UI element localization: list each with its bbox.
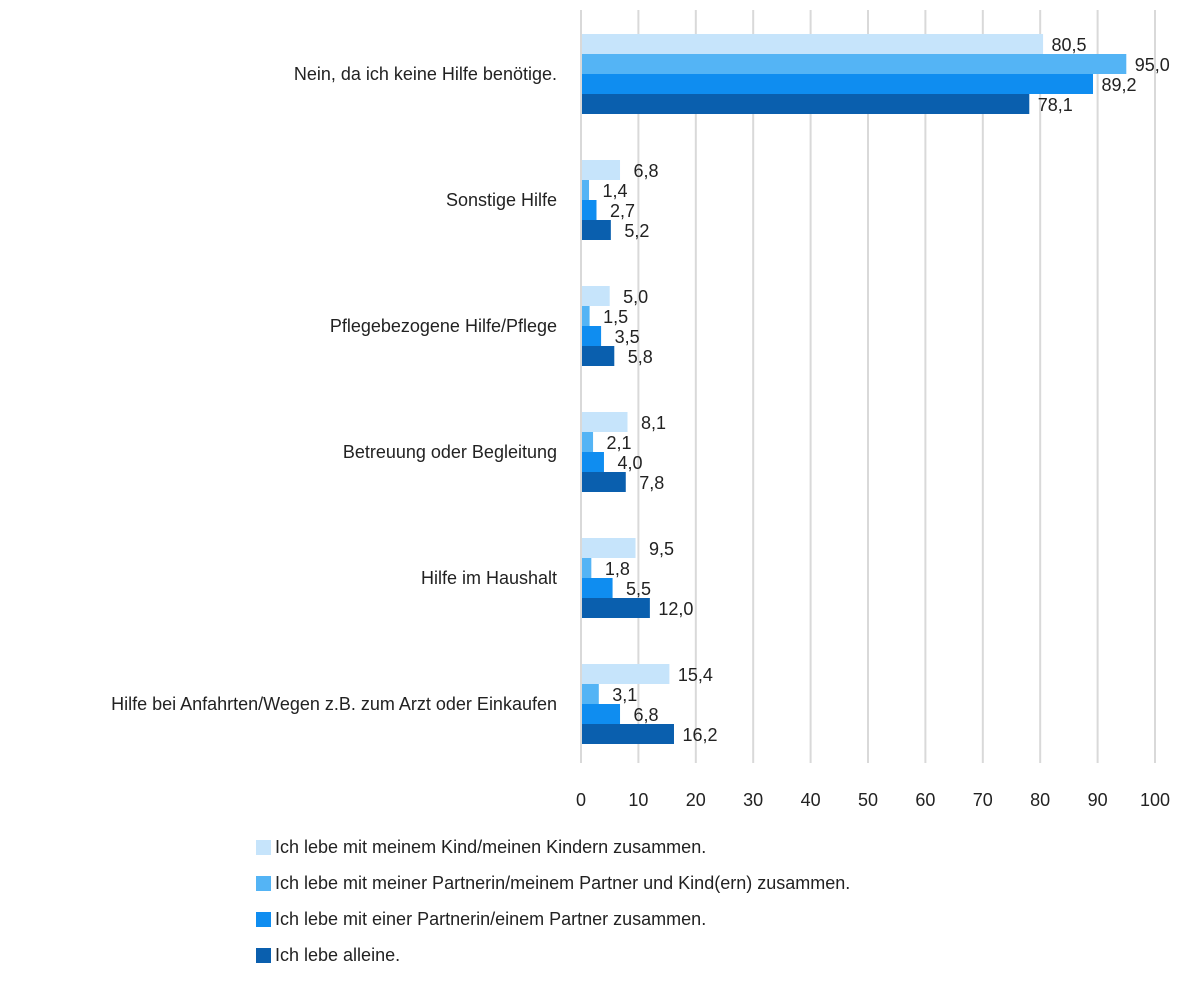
x-tick-label: 0	[576, 790, 586, 810]
bar	[581, 704, 621, 724]
bar	[581, 558, 592, 578]
data-label: 7,8	[639, 473, 664, 493]
bar	[581, 286, 610, 306]
bar	[581, 578, 613, 598]
data-label: 5,8	[628, 347, 653, 367]
data-label: 1,4	[603, 181, 628, 201]
data-label: 1,5	[603, 307, 628, 327]
x-tick-label: 10	[628, 790, 648, 810]
data-label: 15,4	[678, 665, 713, 685]
legend-label: Ich lebe alleine.	[275, 944, 401, 965]
legend-label: Ich lebe mit einer Partnerin/einem Partn…	[275, 908, 707, 929]
data-label: 2,1	[607, 433, 632, 453]
data-label: 4,0	[617, 453, 642, 473]
data-label: 3,1	[612, 685, 637, 705]
legend-label: Ich lebe mit meiner Partnerin/meinem Par…	[275, 872, 851, 893]
data-label: 9,5	[649, 539, 674, 559]
category-labels: Nein, da ich keine Hilfe benötige. Sonsti…	[111, 64, 557, 714]
legend-swatch	[256, 875, 271, 891]
data-label: 80,5	[1052, 35, 1087, 55]
data-label: 12,0	[658, 599, 693, 619]
x-tick-label: 70	[973, 790, 993, 810]
legend: Ich lebe mit meinem Kind/meinen Kindern …	[256, 835, 850, 979]
category-label: Nein, da ich keine Hilfe benötige.	[294, 64, 557, 84]
category-label: Hilfe bei Anfahrten/Wegen z.B. zum Arzt …	[111, 694, 557, 714]
x-tick-label: 50	[858, 790, 878, 810]
data-labels: 80,5 95,089,2 78,1 6,8 1,42,75,2 5,01,53,55,8…	[603, 35, 1170, 745]
legend-label: Ich lebe mit meinem Kind/meinen Kindern …	[275, 836, 707, 857]
bar	[581, 200, 597, 220]
bar	[581, 432, 594, 452]
x-tick-label: 90	[1088, 790, 1108, 810]
bar	[581, 684, 599, 704]
bar	[581, 664, 670, 684]
x-tick-label: 20	[686, 790, 706, 810]
category-label: Sonstige Hilfe	[446, 190, 557, 210]
data-label: 95,0	[1135, 55, 1170, 75]
legend-swatch	[256, 947, 271, 963]
x-tick-label: 60	[915, 790, 935, 810]
bar	[581, 452, 604, 472]
data-label: 16,2	[682, 725, 717, 745]
category-label: Hilfe im Haushalt	[421, 568, 557, 588]
legend-item: Ich lebe mit meiner Partnerin/meinem Par…	[256, 871, 850, 895]
data-label: 2,7	[610, 201, 635, 221]
x-tick-label: 80	[1030, 790, 1050, 810]
bar	[581, 34, 1044, 54]
legend-item: Ich lebe mit meinem Kind/meinen Kindern …	[256, 835, 850, 859]
data-label: 5,0	[623, 287, 648, 307]
x-tick-label: 30	[743, 790, 763, 810]
bar-chart: 80,5 95,089,2 78,1 6,8 1,42,75,2 5,01,53,55,8…	[111, 10, 1170, 810]
bar	[581, 538, 636, 558]
bar	[581, 472, 626, 492]
data-label: 8,1	[641, 413, 666, 433]
legend-item: Ich lebe alleine.	[256, 943, 850, 967]
bar	[581, 54, 1127, 74]
bar	[581, 160, 621, 180]
data-label: 3,5	[615, 327, 640, 347]
bar	[581, 598, 650, 618]
category-label: Betreuung oder Begleitung	[343, 442, 557, 462]
data-label: 78,1	[1038, 95, 1073, 115]
bar	[581, 74, 1094, 94]
gridlines	[637, 10, 1156, 763]
bar	[581, 94, 1030, 114]
legend-swatch	[256, 839, 271, 855]
bar	[581, 326, 602, 346]
x-axis-tick-labels: 0 10 20 30 40 50 60 70 80 90 100	[576, 790, 1170, 810]
category-label: Pflegebezogene Hilfe/Pflege	[330, 316, 557, 336]
x-tick-label: 40	[801, 790, 821, 810]
data-label: 5,5	[626, 579, 651, 599]
legend-item: Ich lebe mit einer Partnerin/einem Partn…	[256, 907, 850, 931]
bar	[581, 220, 611, 240]
x-tick-label: 100	[1140, 790, 1170, 810]
bar	[581, 306, 590, 326]
bars	[581, 34, 1127, 744]
data-label: 89,2	[1101, 75, 1136, 95]
data-label: 6,8	[634, 705, 659, 725]
data-label: 5,2	[624, 221, 649, 241]
data-label: 6,8	[634, 161, 659, 181]
bar	[581, 180, 590, 200]
bar	[581, 412, 628, 432]
legend-swatch	[256, 911, 271, 927]
bar	[581, 724, 674, 744]
data-label: 1,8	[605, 559, 630, 579]
bar	[581, 346, 615, 366]
